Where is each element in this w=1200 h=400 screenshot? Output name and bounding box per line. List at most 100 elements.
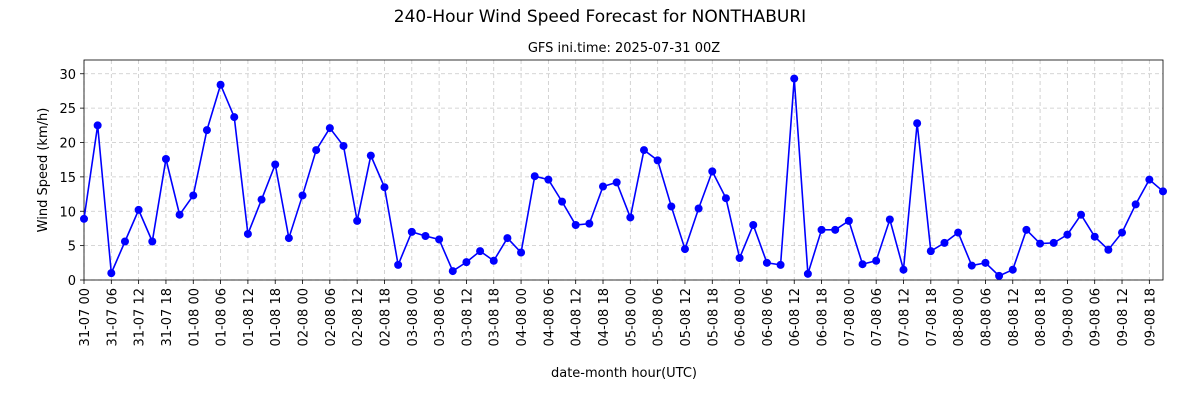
data-point [776, 260, 785, 269]
data-point [967, 261, 976, 270]
data-point [1022, 225, 1031, 234]
data-point [1118, 228, 1127, 237]
data-point [885, 215, 894, 224]
data-point [585, 219, 594, 228]
x-tick-label: 05-08 12 [679, 288, 694, 346]
x-tick-label: 04-08 12 [570, 288, 585, 346]
data-point [80, 214, 88, 223]
x-tick-label: 31-07 00 [78, 288, 93, 346]
data-point [1077, 210, 1086, 219]
data-point [476, 247, 485, 256]
data-point [107, 269, 116, 278]
data-point [913, 119, 922, 128]
data-point [517, 248, 526, 257]
data-point [831, 225, 840, 234]
data-point [1104, 245, 1113, 254]
data-point [708, 167, 717, 176]
data-point [721, 194, 730, 203]
data-point [353, 216, 362, 225]
data-point [161, 155, 170, 163]
data-point [599, 182, 608, 191]
x-tick-label: 09-08 18 [1143, 288, 1158, 346]
data-point [134, 205, 143, 214]
data-point [435, 235, 444, 244]
x-axis-label: date-month hour(UTC) [551, 366, 697, 381]
x-tick-label: 06-08 18 [816, 288, 831, 346]
x-tick-label: 08-08 18 [1034, 288, 1049, 346]
x-tick-label: 31-07 18 [160, 288, 175, 346]
data-point [421, 232, 430, 240]
x-tick-label: 03-08 12 [460, 288, 475, 346]
data-point [380, 183, 389, 192]
x-tick-label: 07-08 12 [897, 288, 912, 346]
x-tick-label: 02-08 06 [324, 288, 339, 346]
x-tick-label: 02-08 18 [378, 288, 393, 346]
x-tick-label: 06-08 12 [788, 288, 803, 346]
chart-subtitle: GFS ini.time: 2025-07-31 00Z [528, 41, 720, 56]
data-point [1063, 230, 1072, 239]
data-point [858, 260, 867, 269]
data-point [1049, 238, 1058, 247]
data-point [762, 258, 771, 267]
y-tick-label: 20 [59, 137, 76, 152]
x-tick-label: 05-08 06 [652, 288, 667, 346]
data-point [571, 221, 580, 229]
x-tick-label: 01-08 18 [269, 288, 284, 346]
data-point [271, 160, 280, 169]
data-point [844, 216, 853, 225]
x-tick-label: 09-08 06 [1089, 288, 1104, 346]
x-tick-label: 05-08 18 [706, 288, 721, 346]
y-tick-label: 5 [68, 240, 76, 255]
data-point [216, 80, 225, 89]
plot-frame [83, 59, 1164, 281]
data-point [667, 202, 676, 211]
data-point [749, 221, 758, 229]
x-tick-label: 04-08 06 [542, 288, 557, 346]
data-point [312, 146, 321, 155]
data-point [940, 238, 949, 247]
data-point [1008, 265, 1017, 274]
data-point [926, 247, 935, 256]
y-tick-label: 15 [59, 171, 76, 186]
data-point [1090, 232, 1099, 241]
data-point [817, 225, 826, 234]
x-tick-label: 31-07 12 [133, 288, 148, 346]
data-point [394, 260, 403, 269]
data-point [202, 126, 211, 135]
y-axis-label: Wind Speed (km/h) [36, 108, 51, 233]
x-tick-label: 04-08 00 [515, 288, 530, 346]
data-point [257, 195, 266, 204]
chart-title: 240-Hour Wind Speed Forecast for NONTHAB… [394, 7, 806, 27]
data-point [298, 191, 307, 200]
x-tick-label: 31-07 06 [105, 288, 120, 346]
data-point [639, 146, 648, 155]
y-tick-label: 0 [68, 274, 76, 289]
data-point [981, 258, 990, 267]
data-point [284, 234, 293, 243]
y-tick-label: 25 [59, 102, 76, 117]
data-point [462, 258, 471, 267]
x-tick-label: 09-08 00 [1061, 288, 1076, 346]
x-tick-label: 06-08 00 [734, 288, 749, 346]
data-point [325, 124, 334, 133]
data-point [1145, 175, 1154, 184]
data-point [407, 227, 416, 236]
data-point [189, 191, 198, 200]
data-point [1159, 187, 1167, 196]
data-point [448, 267, 457, 276]
data-point [790, 74, 799, 83]
data-point [735, 254, 744, 262]
x-tick-label: 04-08 18 [597, 288, 612, 346]
data-point [175, 210, 184, 219]
x-tick-label: 01-08 12 [242, 288, 257, 346]
data-point [339, 141, 348, 150]
x-tick-label: 01-08 00 [187, 288, 202, 346]
x-tick-label: 07-08 06 [870, 288, 885, 346]
x-tick-label: 07-08 00 [843, 288, 858, 346]
data-point [503, 234, 512, 243]
data-point [243, 229, 252, 238]
x-tick-label: 05-08 00 [624, 288, 639, 346]
data-point [995, 271, 1004, 280]
